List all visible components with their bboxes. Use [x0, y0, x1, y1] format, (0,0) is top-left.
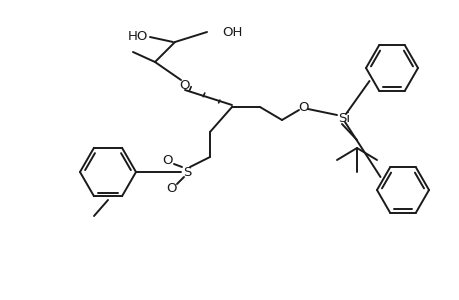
Text: O: O — [162, 154, 173, 166]
Text: OH: OH — [222, 26, 242, 38]
Text: S: S — [182, 166, 191, 178]
Text: Si: Si — [337, 112, 349, 124]
Text: O: O — [179, 79, 190, 92]
Text: HO: HO — [127, 29, 148, 43]
Text: O: O — [298, 100, 308, 113]
Text: O: O — [166, 182, 177, 194]
